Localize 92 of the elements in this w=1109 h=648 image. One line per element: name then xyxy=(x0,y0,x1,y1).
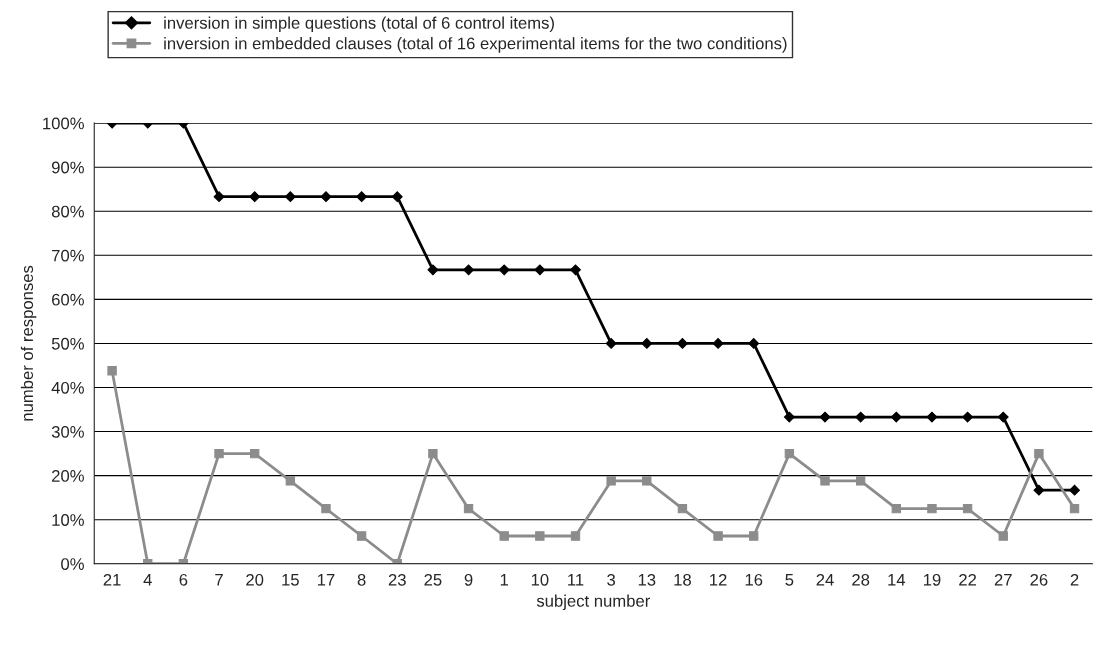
point xyxy=(284,191,296,203)
point xyxy=(249,448,260,459)
point xyxy=(1069,484,1080,496)
point xyxy=(285,476,296,486)
point xyxy=(997,411,1009,423)
x-tick-label: 18 xyxy=(674,573,691,586)
point xyxy=(605,338,617,349)
x-tick-label: 28 xyxy=(852,573,870,586)
point xyxy=(677,503,688,514)
point xyxy=(214,448,224,459)
x-tick-label: 5 xyxy=(785,574,794,586)
x-tick-label: 9 xyxy=(464,573,473,586)
x-tick-label: 2 xyxy=(1070,573,1079,586)
point xyxy=(1033,484,1045,496)
point xyxy=(356,531,367,541)
point xyxy=(783,411,795,423)
point xyxy=(642,476,652,486)
x-tick-label: 7 xyxy=(215,574,223,586)
y-tick-label: 10% xyxy=(52,514,84,526)
x-tick-label: 10 xyxy=(531,573,549,586)
point xyxy=(535,531,545,541)
y-tick-label: 60% xyxy=(52,293,84,306)
point xyxy=(820,476,830,486)
x-tick-label: 1 xyxy=(500,574,509,586)
x-tick-label: 8 xyxy=(357,573,366,586)
point xyxy=(570,264,581,276)
y-tick-label: 80% xyxy=(51,205,84,218)
x-tick-label: 26 xyxy=(1030,573,1048,586)
point xyxy=(677,338,688,349)
x-tick-label: 20 xyxy=(246,573,264,586)
point xyxy=(749,531,759,541)
x-tick-label: 25 xyxy=(424,573,442,586)
point xyxy=(926,411,938,423)
point xyxy=(498,264,510,276)
point xyxy=(1069,503,1080,514)
point xyxy=(998,531,1008,541)
point xyxy=(499,531,509,541)
point xyxy=(855,411,867,423)
point xyxy=(927,503,937,514)
point xyxy=(748,338,760,349)
point xyxy=(641,338,653,349)
point xyxy=(962,503,973,514)
point xyxy=(891,503,901,514)
point xyxy=(784,448,795,459)
point xyxy=(213,191,225,203)
point xyxy=(534,264,546,276)
point xyxy=(713,531,723,541)
y-tick-label: 0% xyxy=(61,558,84,570)
point xyxy=(712,338,724,349)
y-tick-label: 100% xyxy=(43,117,84,130)
point xyxy=(320,191,332,203)
x-tick-label: 12 xyxy=(710,573,727,586)
point xyxy=(321,503,331,514)
point xyxy=(356,191,368,203)
x-tick-label: 13 xyxy=(638,573,656,586)
point xyxy=(855,476,866,486)
y-tick-label: 20% xyxy=(52,470,84,482)
point xyxy=(107,366,117,376)
point xyxy=(463,503,474,514)
y-tick-label: 70% xyxy=(52,249,84,262)
x-tick-label: 3 xyxy=(607,573,616,586)
point xyxy=(427,264,439,276)
point xyxy=(391,191,403,203)
y-axis-title: number of responses xyxy=(20,265,37,421)
y-tick-label: 90% xyxy=(51,161,84,174)
x-tick-label: 11 xyxy=(568,574,584,586)
point xyxy=(249,191,261,203)
x-tick-label: 4 xyxy=(143,574,152,586)
x-tick-label: 17 xyxy=(317,574,335,586)
x-tick-label: 22 xyxy=(959,573,977,586)
x-tick-label: 23 xyxy=(388,573,406,586)
x-tick-label: 27 xyxy=(994,573,1012,586)
x-tick-label: 14 xyxy=(888,574,906,586)
x-axis-title: subject number xyxy=(536,594,651,611)
point xyxy=(606,476,616,486)
x-tick-label: 6 xyxy=(179,573,188,586)
y-tick-label: 40% xyxy=(51,381,84,394)
point xyxy=(428,448,438,459)
point xyxy=(1034,448,1044,459)
legend-label: inversion in simple questions (total of 6 control items) xyxy=(164,16,554,33)
x-tick-label: 24 xyxy=(816,573,834,586)
point xyxy=(570,531,581,541)
point xyxy=(890,411,902,423)
point xyxy=(463,264,474,276)
x-tick-label: 15 xyxy=(282,574,299,586)
y-tick-label: 30% xyxy=(51,425,84,438)
x-tick-label: 21 xyxy=(103,573,121,586)
point xyxy=(819,411,831,423)
x-tick-label: 16 xyxy=(745,573,763,586)
x-tick-label: 19 xyxy=(923,573,941,586)
legend-label: inversion in embedded clauses (total of 16 experimental items for the two conditions) xyxy=(164,37,787,53)
y-tick-label: 50% xyxy=(51,337,84,350)
